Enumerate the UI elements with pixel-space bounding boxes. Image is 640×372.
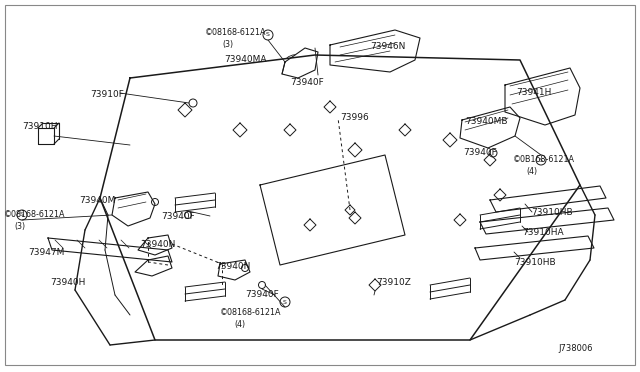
Text: (3): (3)	[222, 40, 233, 49]
Text: 73940MA: 73940MA	[224, 55, 266, 64]
Text: ©08168-6121A: ©08168-6121A	[205, 28, 266, 37]
Text: 73910H: 73910H	[22, 122, 58, 131]
Text: ©08168-6121A: ©08168-6121A	[4, 210, 65, 219]
Text: 73940N: 73940N	[140, 240, 175, 249]
Text: 73940H: 73940H	[50, 278, 85, 287]
Text: 73910HB: 73910HB	[514, 258, 556, 267]
Text: ©0B168-6121A: ©0B168-6121A	[513, 155, 575, 164]
Text: 73947M: 73947M	[28, 248, 65, 257]
Text: S: S	[283, 299, 287, 305]
Text: 73910HA: 73910HA	[522, 228, 564, 237]
Text: 73940M: 73940M	[79, 196, 115, 205]
Text: 73940F: 73940F	[290, 78, 324, 87]
Text: 73910Z: 73910Z	[376, 278, 411, 287]
Text: 73910F: 73910F	[90, 90, 124, 99]
Text: S: S	[266, 32, 270, 38]
Text: J738006: J738006	[558, 344, 593, 353]
Text: S: S	[539, 157, 543, 163]
Text: 73940MB: 73940MB	[465, 117, 508, 126]
Text: S: S	[20, 212, 24, 218]
Text: 73946N: 73946N	[370, 42, 405, 51]
Text: (4): (4)	[234, 320, 245, 329]
Text: 73940F: 73940F	[245, 290, 279, 299]
Text: 73940F: 73940F	[463, 148, 497, 157]
Text: 73941H: 73941H	[516, 88, 552, 97]
Text: 73940N: 73940N	[215, 262, 250, 271]
Text: 73996: 73996	[340, 113, 369, 122]
Text: 73910HB: 73910HB	[531, 208, 573, 217]
Text: ©08168-6121A: ©08168-6121A	[220, 308, 282, 317]
Text: 73940F: 73940F	[161, 212, 195, 221]
Text: (3): (3)	[14, 222, 25, 231]
Text: (4): (4)	[526, 167, 537, 176]
